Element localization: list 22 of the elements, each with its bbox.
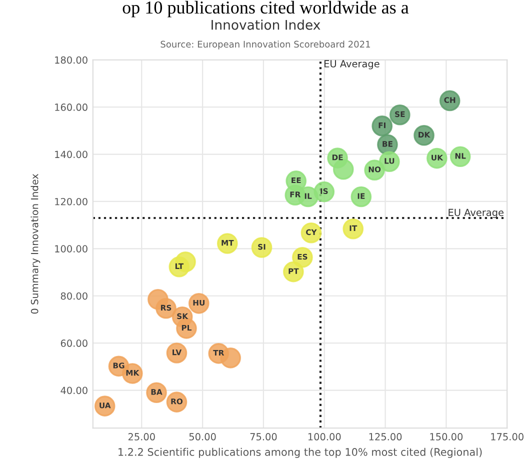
x-tick-label: 125.00 — [369, 433, 402, 440]
y-tick-label: 160.00 — [55, 104, 88, 111]
chart-title: Innovation Index — [212, 20, 320, 30]
x-tick-label: 50.00 — [189, 433, 216, 440]
y-tick-label: 100.00 — [55, 245, 88, 253]
y-tick-label: 120.00 — [55, 198, 88, 206]
y-tick-label: 180.00 — [55, 56, 88, 64]
ref-line-label: EU Average — [324, 60, 380, 70]
ref-line-label: EU Average — [448, 208, 504, 218]
y-tick-label: 80.00 — [60, 292, 88, 300]
x-tick-label: 75.00 — [250, 433, 277, 440]
x-tick-label: 100.00 — [308, 433, 341, 440]
chart-subtitle: Source: European Innovation Scoreboard 2021 — [160, 40, 370, 50]
y-tick-label: 60.00 — [60, 340, 88, 347]
x-tick-label: 150.00 — [430, 433, 463, 440]
text: op 10 publications cited worldwide as a — [122, 0, 409, 18]
x-tick-label: 25.00 — [128, 433, 155, 440]
y-tick-label: 140.00 — [55, 150, 88, 158]
y-axis-title: 0 Summary Innovation Index — [30, 174, 40, 314]
y-tick-label: 40.00 — [60, 386, 88, 394]
x-axis-title: 1.2.2 Scientific publications among the top 10% most cited (Regional) — [118, 448, 482, 458]
x-tick-label: 175.00 — [491, 433, 524, 440]
